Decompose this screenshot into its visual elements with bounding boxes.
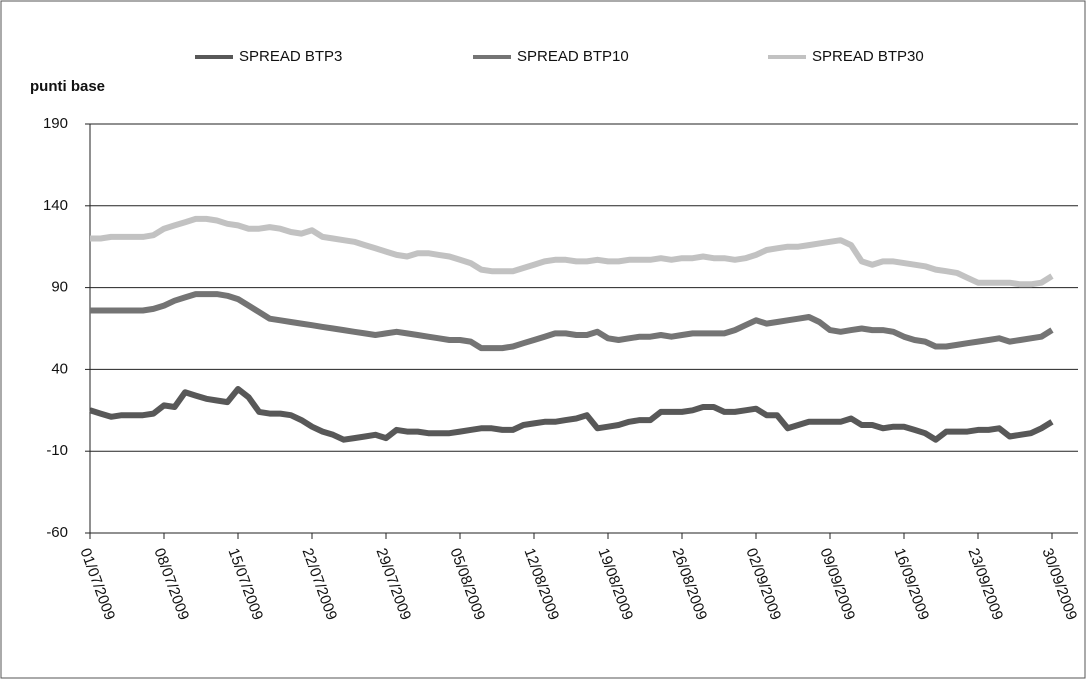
y-tick-label: 40 [51,360,68,377]
y-tick-label: 190 [43,115,68,132]
y-tick-label: 90 [51,279,68,296]
y-axis-label: punti base [30,78,105,95]
series-line [89,386,1054,443]
legend-label: SPREAD BTP10 [517,48,629,65]
legend-label: SPREAD BTP30 [812,48,924,65]
series-line [90,291,1054,352]
y-tick-label: -60 [46,524,68,541]
y-tick-label: 140 [43,197,68,214]
series-line [90,215,1054,288]
y-tick-label: -10 [46,442,68,459]
legend-label: SPREAD BTP3 [239,48,342,65]
